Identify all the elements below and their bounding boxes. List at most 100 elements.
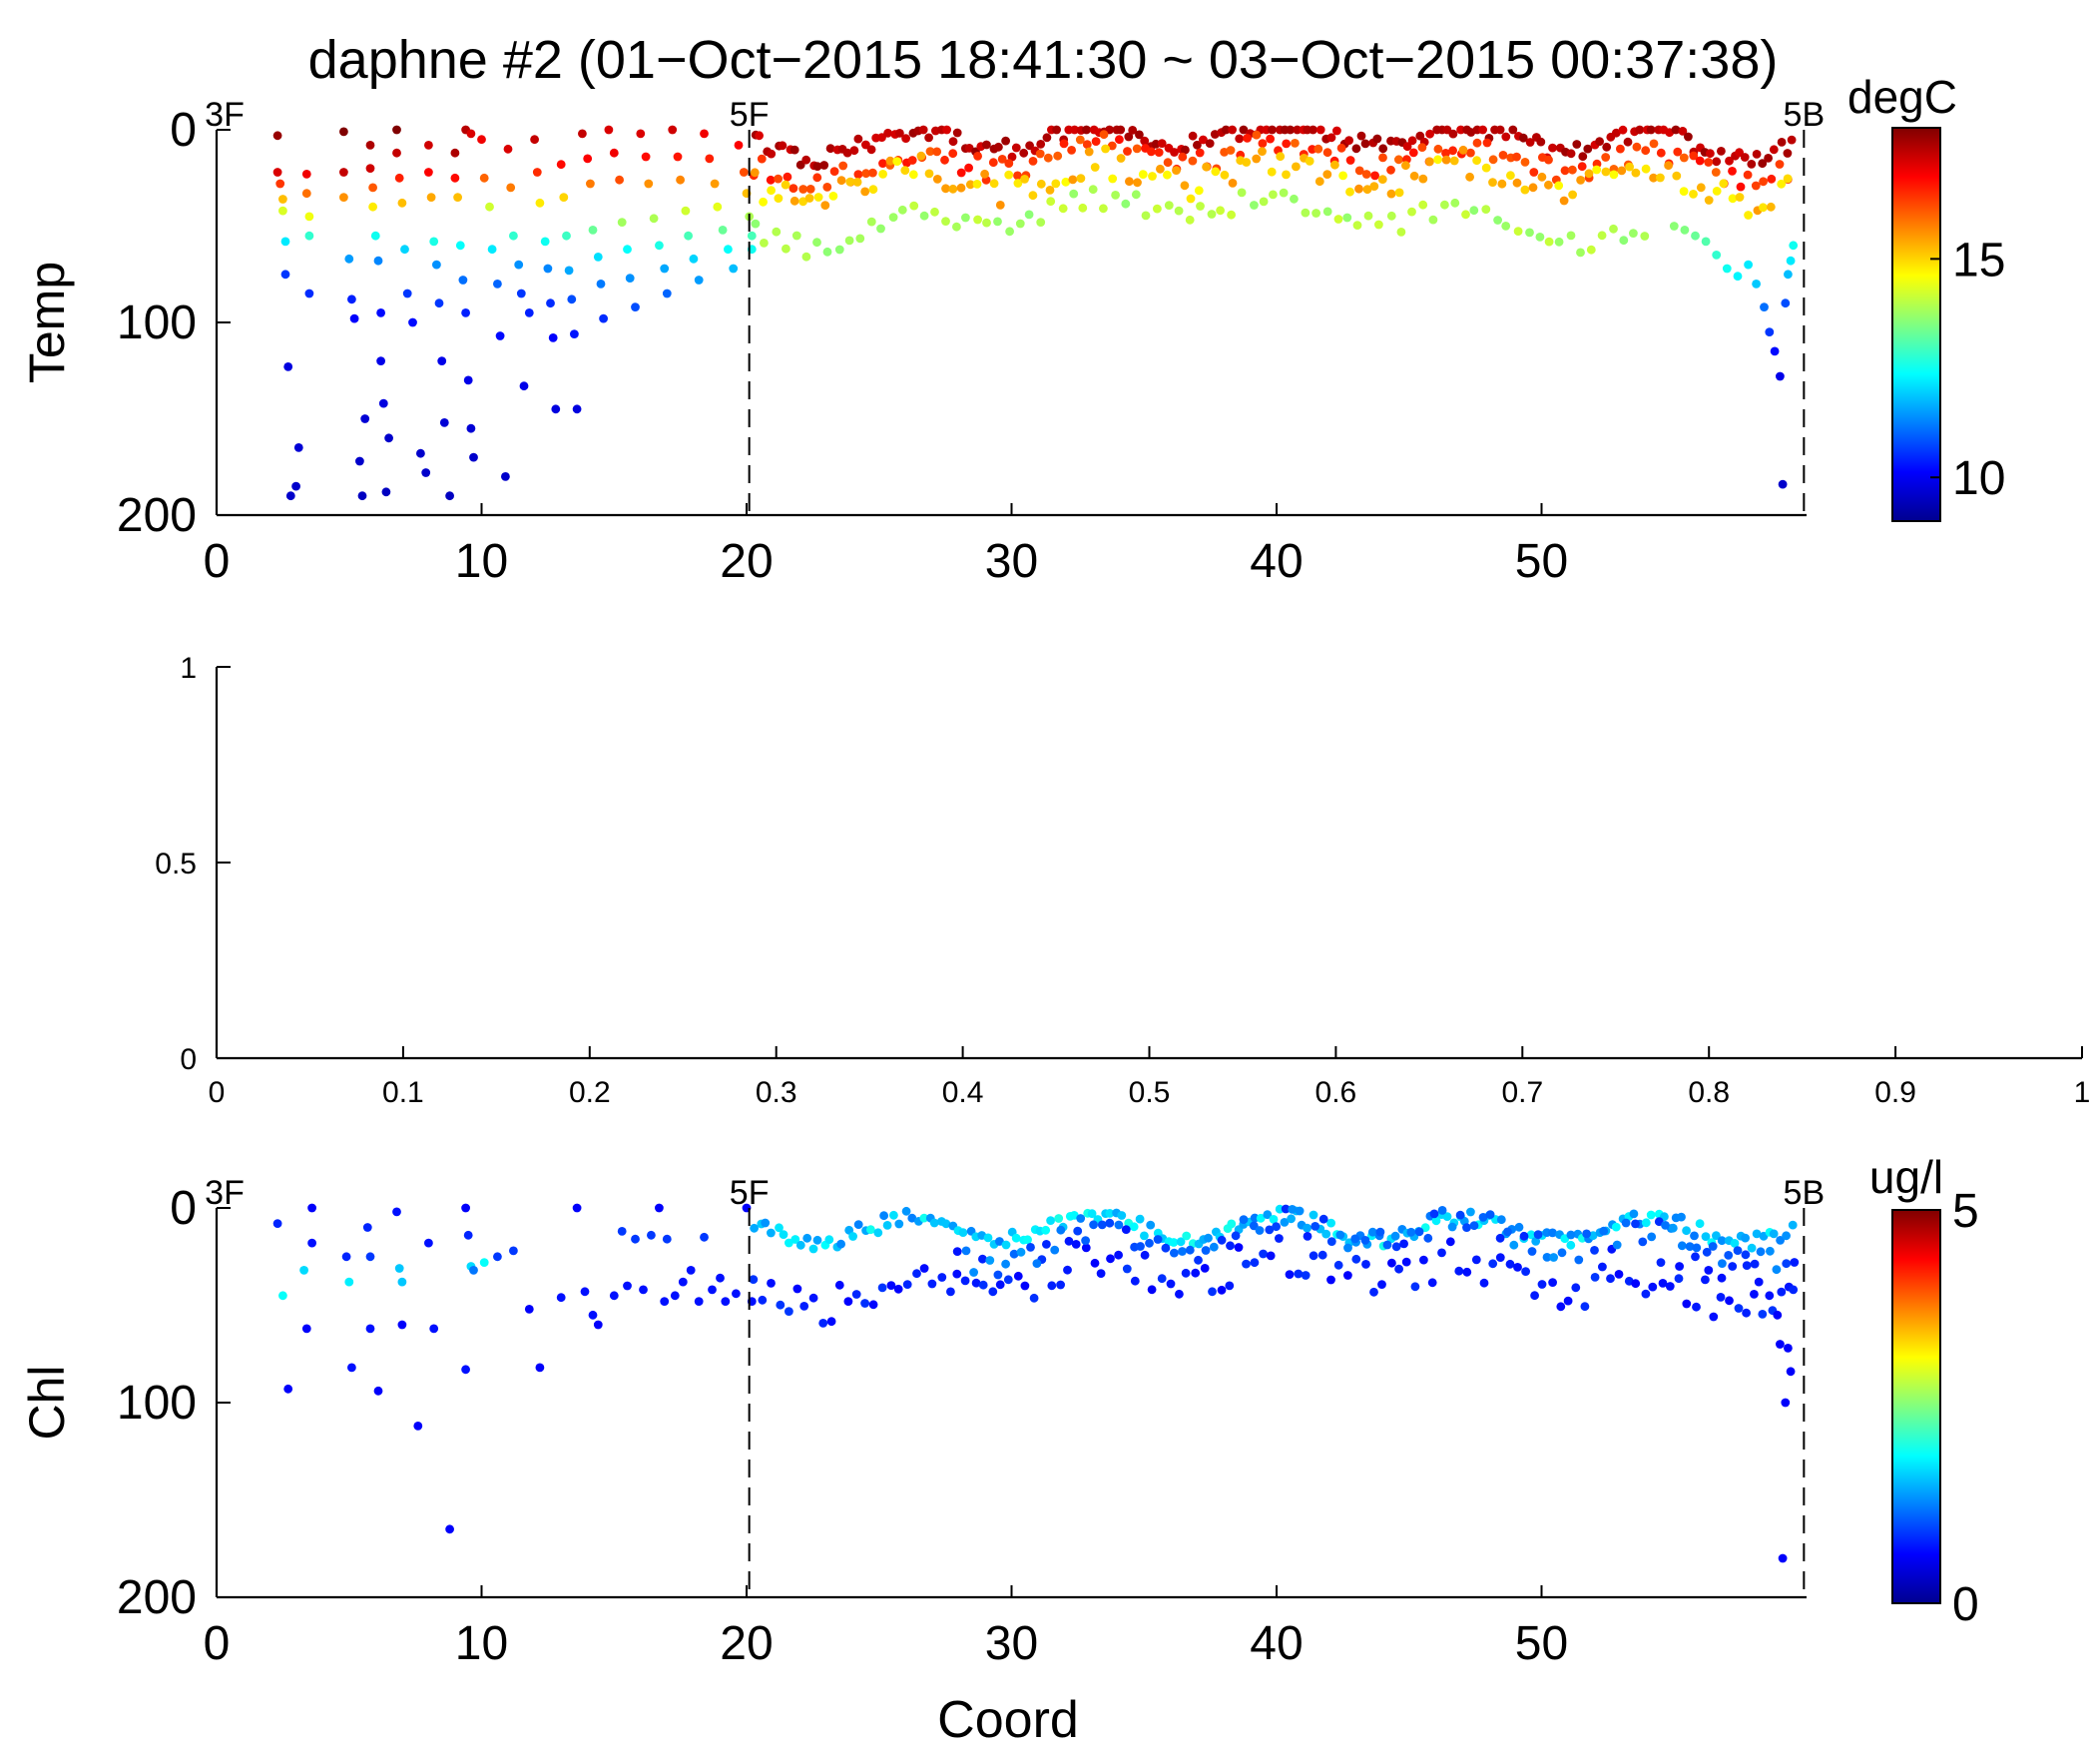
x-tick-label: 1 [2074, 1076, 2091, 1109]
data-point [1747, 160, 1757, 169]
data-point [370, 231, 380, 241]
data-point [1071, 1240, 1081, 1249]
data-point [1497, 179, 1507, 189]
data-point [1679, 187, 1689, 197]
data-point [578, 129, 587, 139]
data-point [1208, 1287, 1217, 1297]
data-point [1164, 201, 1174, 211]
data-point [1225, 1281, 1235, 1291]
data-point [1682, 1299, 1692, 1309]
data-point [778, 141, 788, 151]
data-point [1201, 1246, 1211, 1255]
data-point [1250, 1258, 1260, 1268]
data-point [1764, 154, 1773, 163]
data-point [1221, 125, 1231, 135]
data-point [853, 134, 863, 144]
data-point [1313, 144, 1323, 154]
empty-y-ticks: 00.51 [155, 652, 231, 1076]
data-point [1250, 201, 1259, 210]
data-point [900, 166, 910, 176]
data-point [1259, 1249, 1268, 1259]
x-tick-label: 0.3 [756, 1076, 797, 1109]
data-point [339, 168, 348, 177]
data-point [426, 193, 436, 203]
data-point [909, 201, 919, 211]
data-point [416, 448, 425, 458]
data-point [1386, 165, 1395, 175]
data-point [1431, 1216, 1441, 1226]
data-point [463, 375, 473, 385]
data-point [886, 1281, 896, 1290]
data-point [349, 313, 359, 323]
station-label: 5F [730, 1174, 770, 1212]
data-point [713, 202, 723, 212]
data-point [767, 149, 777, 159]
colorbar-tick-label: 5 [1952, 1185, 1979, 1238]
data-point [1322, 170, 1332, 180]
data-point [1063, 1265, 1072, 1275]
data-point [1013, 1271, 1023, 1281]
data-point [882, 1221, 892, 1230]
data-point [795, 1240, 805, 1250]
data-point [819, 161, 829, 170]
data-point [1036, 179, 1046, 189]
data-point [1669, 222, 1679, 231]
data-point [1701, 237, 1711, 247]
data-point [775, 1223, 784, 1233]
data-point [1154, 148, 1164, 158]
data-point [1566, 1230, 1576, 1240]
data-point [1087, 1209, 1097, 1219]
data-point [789, 145, 799, 155]
data-point [1088, 185, 1098, 195]
data-point [983, 1233, 993, 1243]
x-tick-label: 20 [720, 535, 773, 588]
data-point [307, 1238, 316, 1248]
data-point [1188, 131, 1198, 141]
data-point [1106, 1254, 1115, 1264]
data-point [1046, 197, 1056, 207]
data-point [394, 1264, 404, 1273]
data-point [562, 231, 571, 241]
data-point [1352, 221, 1362, 231]
data-point [750, 168, 760, 178]
data-point [829, 167, 839, 177]
data-point [1312, 209, 1320, 218]
data-point [838, 161, 848, 171]
x-tick-label: 0.6 [1315, 1076, 1357, 1109]
data-point [1107, 141, 1117, 151]
data-point [365, 1324, 375, 1334]
data-point [1068, 175, 1078, 185]
data-point [1641, 1218, 1651, 1228]
data-point [1321, 1229, 1331, 1239]
data-point [708, 1285, 717, 1295]
temp-y-label: Temp [19, 262, 75, 383]
data-point [1495, 1253, 1505, 1262]
data-point [792, 1284, 802, 1294]
data-point [495, 331, 505, 340]
data-point [1702, 1247, 1712, 1257]
data-point [1712, 187, 1722, 196]
data-point [1488, 1259, 1498, 1269]
data-point [1647, 1232, 1657, 1242]
data-point [503, 144, 513, 154]
data-point [710, 179, 720, 189]
x-tick-label: 0.8 [1688, 1076, 1730, 1109]
data-point [1140, 136, 1150, 146]
data-point [413, 1422, 423, 1431]
data-point [1599, 1226, 1609, 1236]
data-point [450, 148, 460, 158]
data-point [304, 231, 314, 241]
data-point [877, 133, 886, 143]
data-point [1004, 170, 1014, 180]
data-point [1180, 181, 1190, 191]
empty-x-ticks: 0 0.1 0.2 0.3 0.4 0.5 0.6 0.7 0.8 0.9 1 [209, 1046, 2091, 1109]
data-point [946, 1287, 955, 1297]
data-point [822, 183, 832, 192]
data-point [1326, 1237, 1336, 1246]
data-point [1390, 1231, 1400, 1241]
data-point [1259, 197, 1269, 207]
data-point [1712, 1231, 1721, 1241]
data-point [1054, 1214, 1064, 1223]
data-point [1195, 148, 1205, 158]
data-point [1656, 173, 1665, 183]
